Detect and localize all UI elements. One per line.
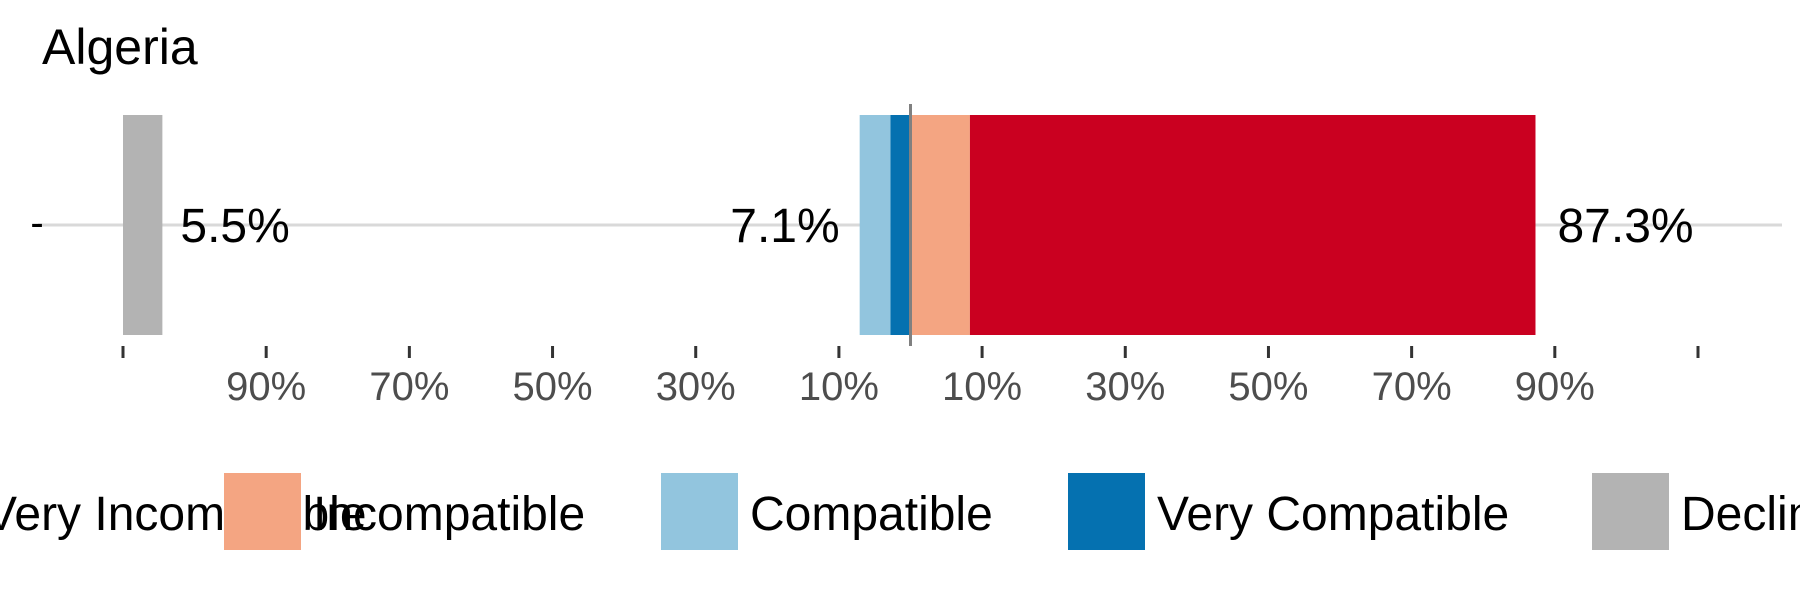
legend-label-incompatible: Incompatible	[313, 488, 585, 541]
x-axis-tick-label: 90%	[226, 365, 306, 409]
total-compatible-label: 7.1%	[730, 200, 839, 253]
x-axis: 90% 70% 50% 30% 10% 10% 30% 50% 70% 90%	[121, 346, 1700, 409]
legend-swatch-compatible	[661, 473, 738, 550]
x-axis-tick-label: 70%	[369, 365, 449, 409]
bar-segment-very-incompatible	[969, 115, 1536, 335]
x-axis-tick-label: 90%	[1515, 365, 1595, 409]
legend-swatch-incompatible	[224, 473, 301, 550]
bar-segment-incompatible	[910, 115, 970, 335]
legend-label-compatible: Compatible	[750, 488, 993, 541]
x-axis-tick-label: 10%	[799, 365, 879, 409]
x-axis-tick-label: 10%	[942, 365, 1022, 409]
total-declined-label: 5.5%	[180, 200, 289, 253]
legend-swatch-very-compatible	[1068, 473, 1145, 550]
x-axis-tick-label: 70%	[1372, 365, 1452, 409]
legend-label-very-compatible: Very Compatible	[1157, 488, 1509, 541]
bar-segment-declined	[123, 115, 163, 335]
chart-title: Algeria	[42, 19, 198, 75]
x-axis-tick-label: 30%	[1085, 365, 1165, 409]
x-axis-tick-label: 50%	[513, 365, 593, 409]
bar-segment-very-compatible	[890, 115, 911, 335]
legend-swatch-declined-to-answer	[1592, 473, 1669, 550]
total-incompatible-label: 87.3%	[1557, 200, 1693, 253]
bars	[123, 115, 1536, 335]
x-axis-tick-label: 50%	[1228, 365, 1308, 409]
legend-label-declined-to-answer: Declined to answer	[1681, 488, 1800, 541]
legend-label-very-incompatible: Very Incompatible	[0, 488, 367, 541]
x-axis-tick-label: 30%	[656, 365, 736, 409]
row-label: -	[30, 201, 43, 245]
bar-segment-compatible	[859, 115, 891, 335]
